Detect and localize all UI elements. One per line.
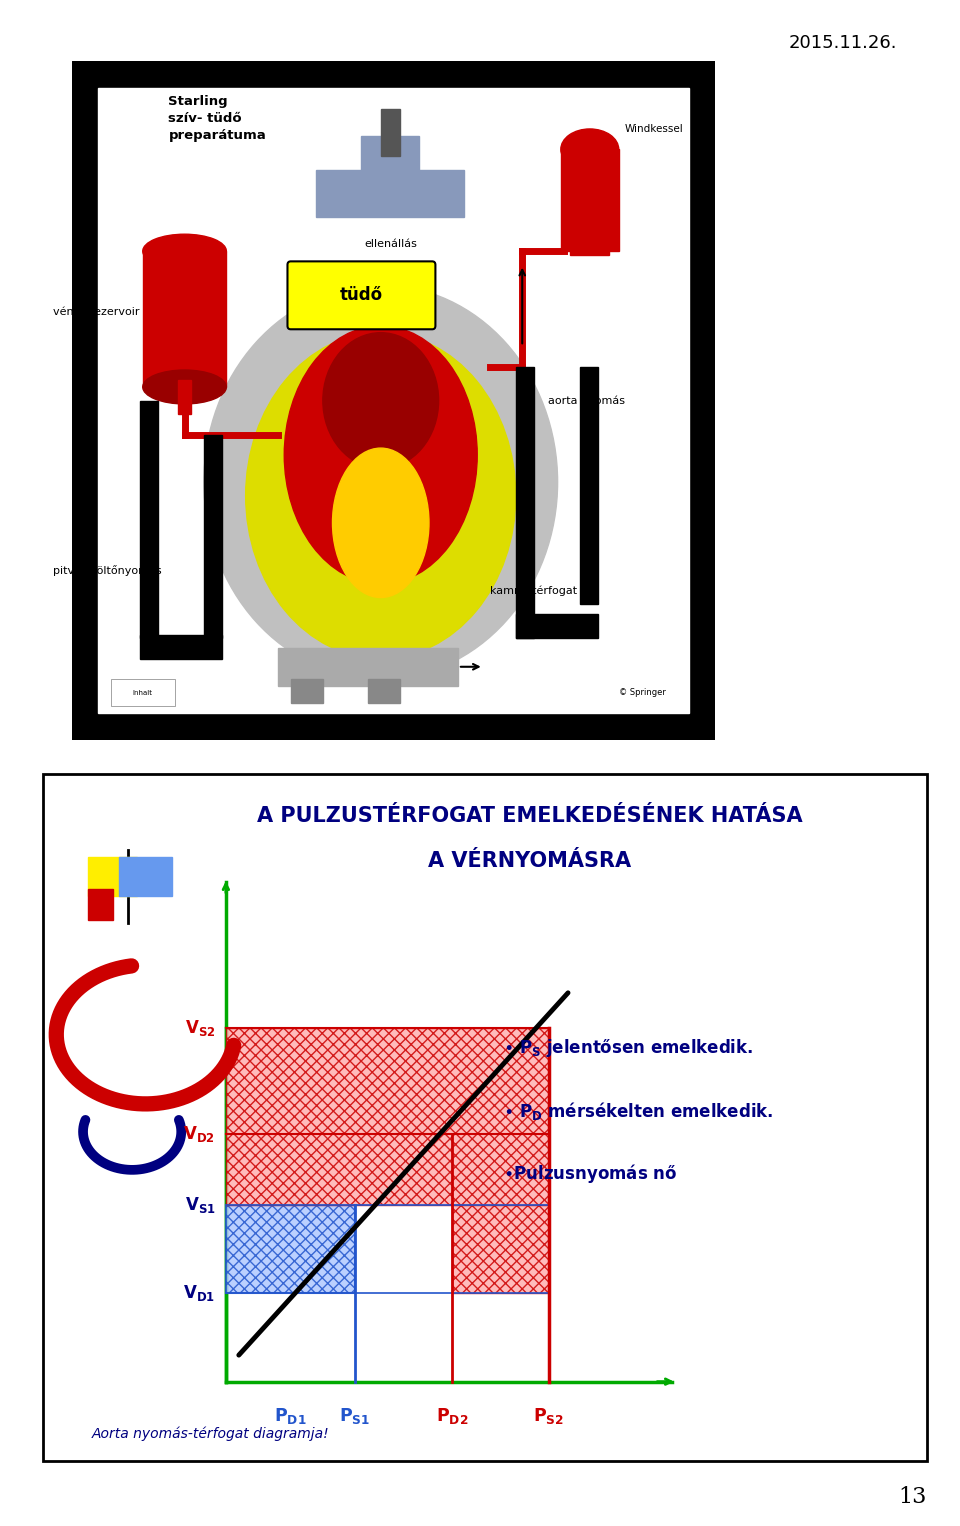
Bar	[580, 366, 598, 604]
Text: 2015.11.26.: 2015.11.26.	[789, 34, 898, 52]
Text: kamrai térfogat: kamrai térfogat	[491, 586, 577, 597]
Bar	[110, 679, 175, 707]
Text: Inhalt: Inhalt	[132, 690, 153, 696]
Bar	[277, 649, 458, 685]
Text: $\mathbf{V_{S1}}$: $\mathbf{V_{S1}}$	[184, 1195, 215, 1215]
Text: vénás rezervoir: vénás rezervoir	[53, 307, 139, 317]
Bar	[119, 858, 173, 896]
Bar	[87, 858, 136, 896]
Ellipse shape	[567, 92, 612, 125]
Text: Windkessel: Windkessel	[625, 124, 684, 134]
Bar	[516, 615, 598, 638]
Bar	[291, 679, 323, 703]
Bar	[226, 1029, 549, 1206]
Text: pitvari töltőnyomás: pitvari töltőnyomás	[53, 565, 161, 575]
Bar	[139, 401, 157, 638]
Text: Aorta nyomás-térfogat diagramja!: Aorta nyomás-térfogat diagramja!	[92, 1427, 329, 1441]
Bar	[179, 380, 191, 414]
Ellipse shape	[246, 333, 516, 659]
Ellipse shape	[143, 233, 227, 269]
Text: $\bullet$Pulzusnyomás nő: $\bullet$Pulzusnyomás nő	[503, 1161, 677, 1184]
Text: $\mathbf{P_{D2}}$: $\mathbf{P_{D2}}$	[436, 1405, 468, 1425]
Ellipse shape	[284, 327, 477, 584]
Bar	[452, 1206, 549, 1293]
Ellipse shape	[323, 333, 439, 468]
Bar	[381, 108, 400, 156]
Bar	[368, 679, 400, 703]
Text: $\mathbf{P_{S2}}$: $\mathbf{P_{S2}}$	[533, 1405, 564, 1425]
Bar	[226, 1206, 355, 1293]
Bar	[204, 435, 222, 638]
Bar	[362, 136, 420, 169]
Text: A PULZUSTÉRFOGAT EMELKEDÉSÉNEK HATÁSA: A PULZUSTÉRFOGAT EMELKEDÉSÉNEK HATÁSA	[256, 806, 803, 826]
Ellipse shape	[143, 369, 227, 404]
Text: $\bullet$ $\mathbf{P_S}$ jelentősen emelkedik.: $\bullet$ $\mathbf{P_S}$ jelentősen emel…	[503, 1038, 753, 1059]
Text: $\mathbf{V_{D2}}$: $\mathbf{V_{D2}}$	[183, 1125, 215, 1144]
Text: ellenállás: ellenállás	[364, 240, 417, 249]
Text: A VÉRNYOMÁSRA: A VÉRNYOMÁSRA	[428, 852, 631, 871]
Text: 13: 13	[898, 1486, 926, 1508]
Bar	[143, 252, 227, 388]
Bar	[561, 150, 619, 252]
Text: $\mathbf{P_{D1}}$: $\mathbf{P_{D1}}$	[275, 1405, 306, 1425]
FancyBboxPatch shape	[287, 261, 436, 330]
Bar	[570, 244, 609, 255]
Text: $\mathbf{V_{S2}}$: $\mathbf{V_{S2}}$	[184, 1018, 215, 1038]
Text: aorta nyomás: aorta nyomás	[548, 395, 625, 406]
Ellipse shape	[204, 285, 558, 679]
Text: $\mathbf{V_{D1}}$: $\mathbf{V_{D1}}$	[183, 1283, 215, 1303]
Bar	[516, 366, 534, 638]
Bar	[317, 169, 465, 217]
Bar	[87, 888, 112, 920]
Text: $\mathbf{P_{S1}}$: $\mathbf{P_{S1}}$	[340, 1405, 371, 1425]
Text: © Springer: © Springer	[619, 688, 665, 697]
Bar	[139, 635, 222, 659]
Ellipse shape	[561, 128, 619, 169]
Ellipse shape	[332, 449, 429, 598]
Text: $\bullet$ $\mathbf{P_D}$ mérsékelten emelkedik.: $\bullet$ $\mathbf{P_D}$ mérsékelten eme…	[503, 1100, 773, 1122]
Text: tüdő: tüdő	[340, 287, 383, 304]
Text: Starling
szív- tüdő
preparátuma: Starling szív- tüdő preparátuma	[169, 95, 266, 142]
